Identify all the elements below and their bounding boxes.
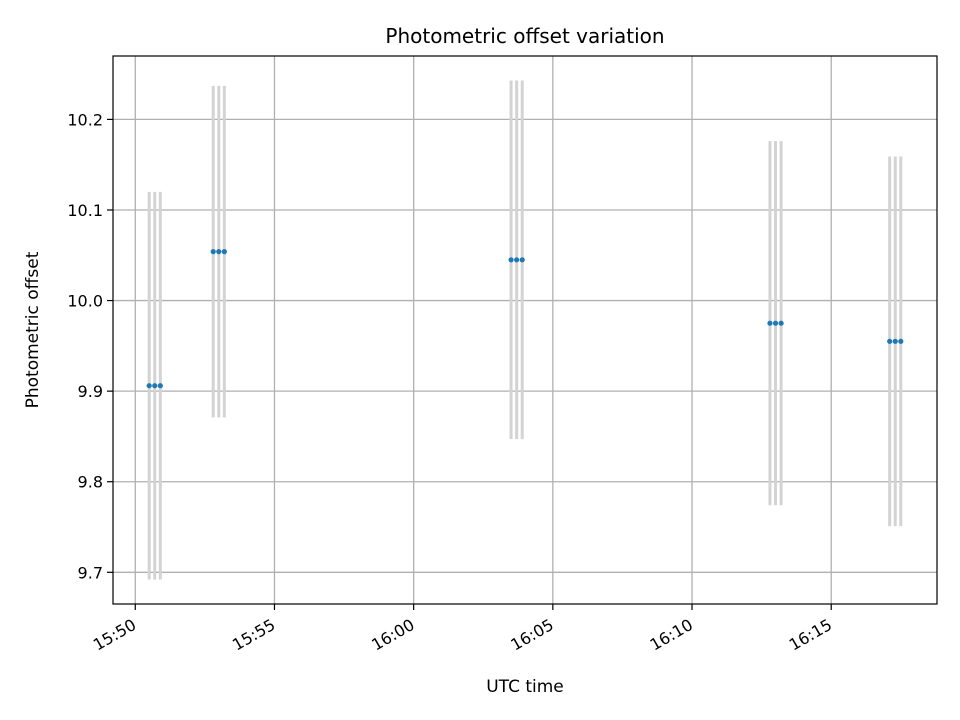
data-point <box>519 257 525 263</box>
data-point <box>772 320 779 326</box>
data-point <box>767 320 773 326</box>
data-point <box>778 320 784 326</box>
data-point <box>146 383 152 389</box>
data-point <box>221 249 227 255</box>
x-axis-label: UTC time <box>486 677 564 697</box>
data-point <box>152 383 158 389</box>
data-point <box>514 257 520 263</box>
y-tick-label: 9.7 <box>78 563 103 582</box>
grid <box>113 56 937 604</box>
data-points <box>146 249 904 389</box>
data-point <box>887 338 893 344</box>
data-point <box>898 338 904 344</box>
data-point <box>157 383 163 389</box>
y-tick-label: 10.1 <box>67 201 103 220</box>
plot-frame <box>112 55 938 605</box>
y-axis-label: Photometric offset <box>23 251 43 408</box>
chart-title: Photometric offset variation <box>385 24 664 48</box>
y-tick-label: 10.2 <box>67 110 103 129</box>
data-point <box>508 257 514 263</box>
data-point <box>892 338 898 344</box>
data-point <box>210 249 216 255</box>
data-point <box>216 249 222 255</box>
y-tick-label: 9.8 <box>78 473 103 492</box>
y-tick-label: 10.0 <box>67 292 103 311</box>
y-tick-label: 9.9 <box>78 382 103 401</box>
